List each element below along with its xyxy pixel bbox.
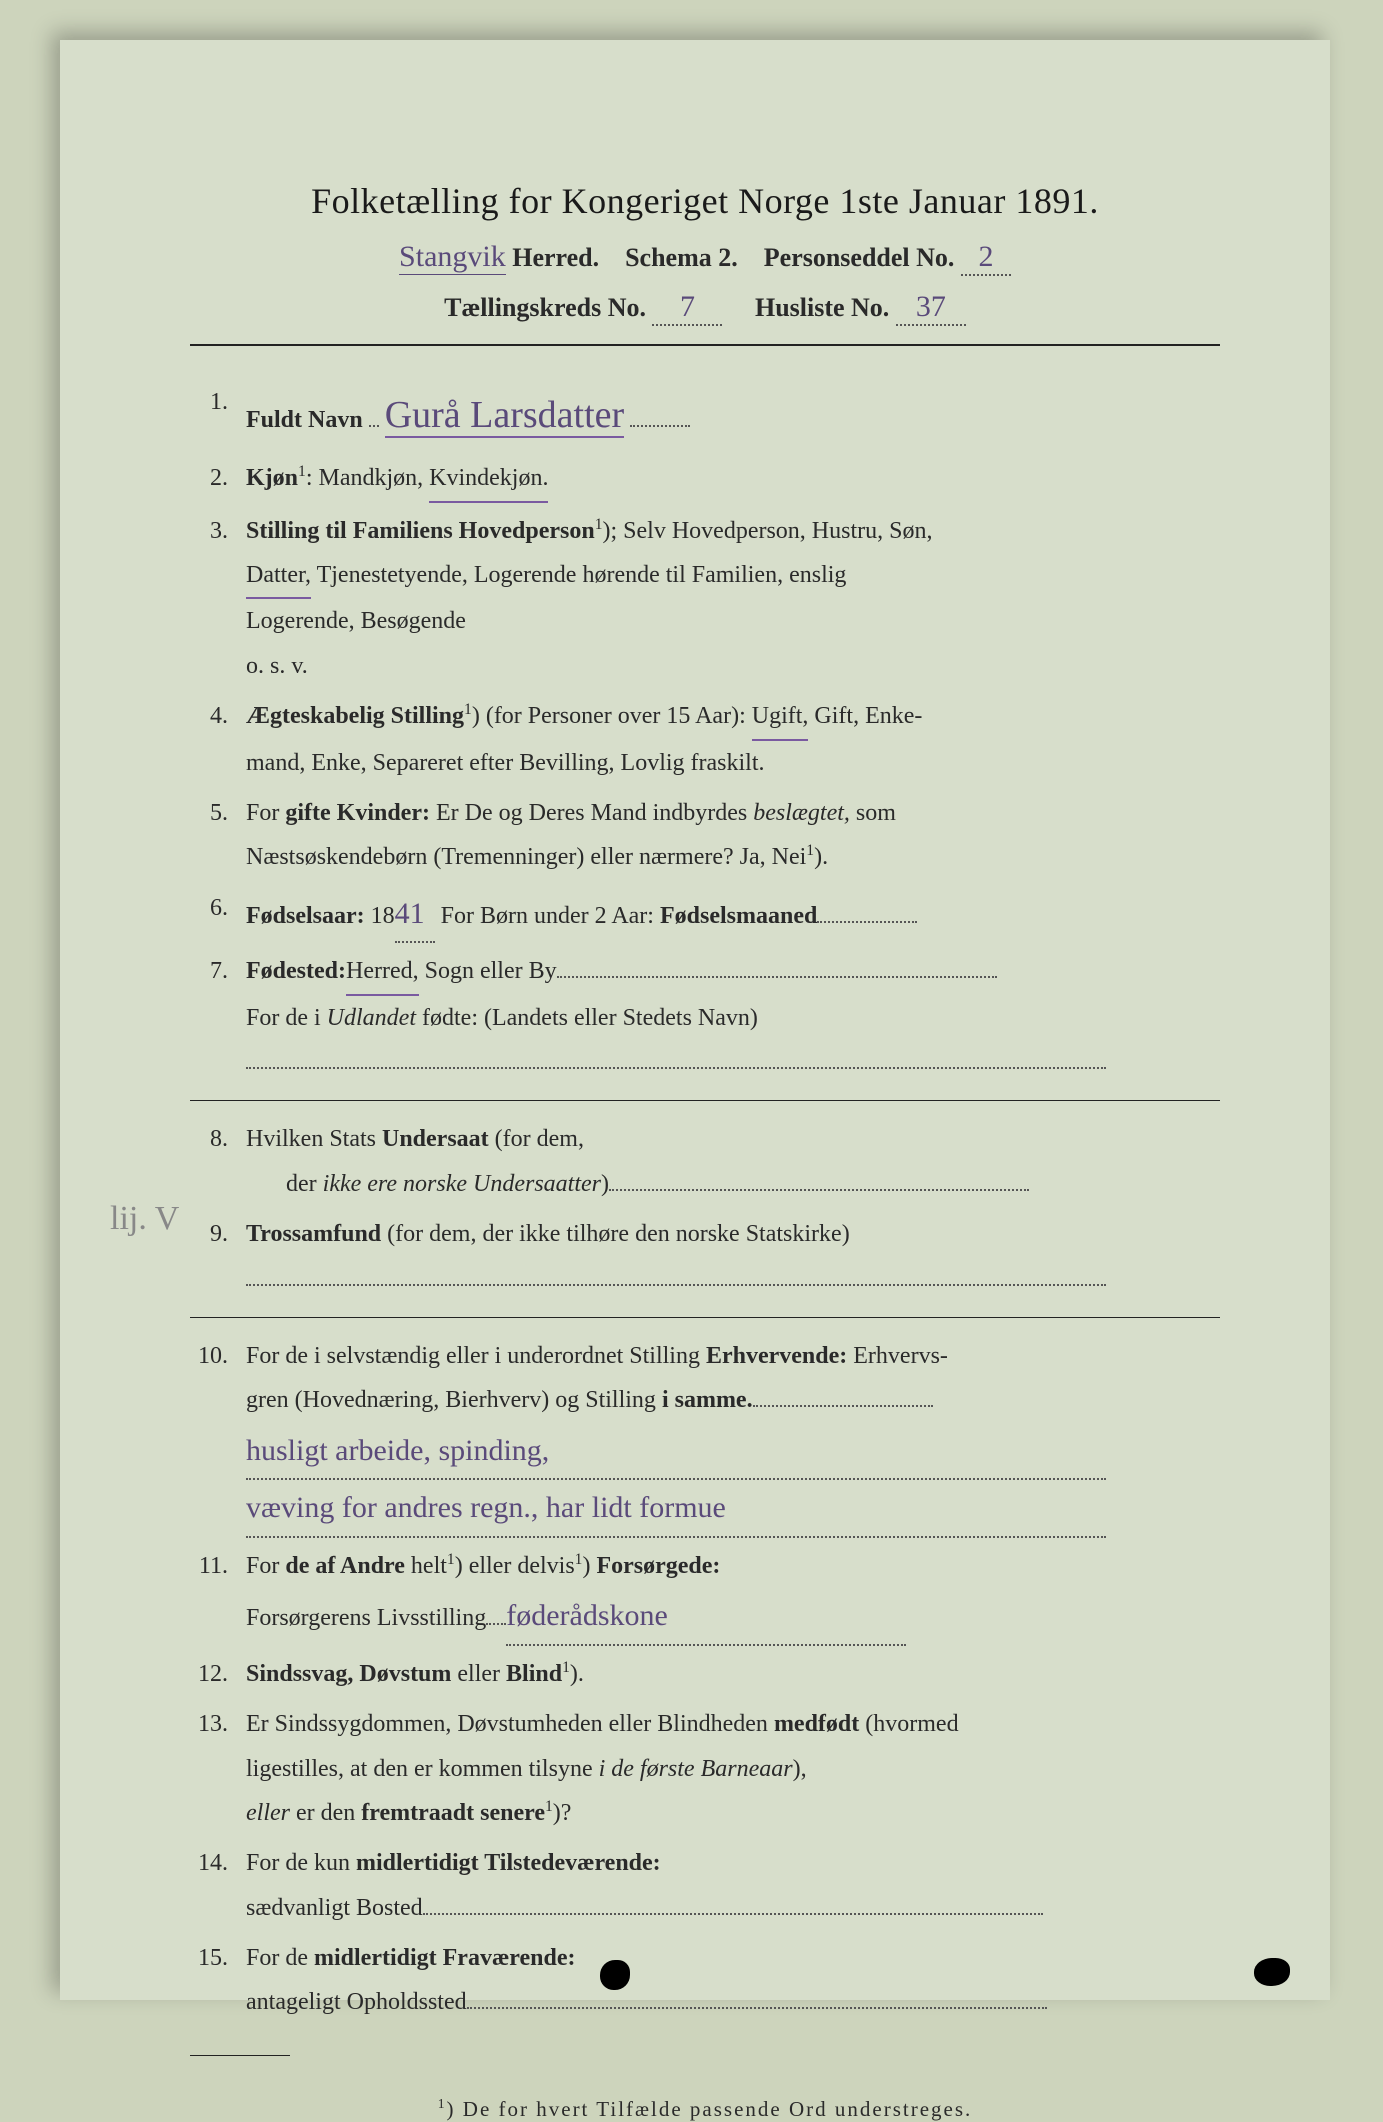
form-header: Folketælling for Kongeriget Norge 1ste J…	[190, 180, 1220, 326]
pencil-annotation: lij. V	[110, 1200, 179, 1238]
field-num: 15.	[190, 1936, 246, 2025]
section-rule-2	[190, 1317, 1220, 1318]
form-fields: 1. Fuldt Navn Gurå Larsdatter 2. Kjøn1: …	[190, 380, 1220, 2025]
field-12: 12. Sindssvag, Døvstum eller Blind1).	[190, 1652, 1220, 1696]
field-num: 11.	[190, 1544, 246, 1646]
field-num: 1.	[190, 380, 246, 450]
field-num: 14.	[190, 1841, 246, 1930]
census-form-page: Folketælling for Kongeriget Norge 1ste J…	[60, 40, 1330, 2000]
personseddel-value: 2	[961, 240, 1011, 276]
header-line-3: Tællingskreds No. 7 Husliste No. 37	[190, 290, 1220, 326]
occupation-line1: husligt arbeide, spinding,	[246, 1423, 1106, 1481]
label-kjon: Kjøn	[246, 465, 298, 491]
husliste-value: 37	[896, 290, 966, 326]
name-value: Gurå Larsdatter	[385, 394, 625, 438]
kjon-selected: Kvindekjøn.	[429, 456, 548, 502]
footnote-rule	[190, 2055, 290, 2056]
field-7: 7. Fødested: Herred, Sogn eller By For d…	[190, 949, 1220, 1084]
field-num: 3.	[190, 509, 246, 689]
occupation-line2: væving for andres regn., har lidt formue	[246, 1480, 1106, 1538]
field-10: 10. For de i selvstændig eller i underor…	[190, 1334, 1220, 1538]
field-14: 14. For de kun midlertidigt Tilstedevære…	[190, 1841, 1220, 1930]
birthplace-selected: Herred,	[346, 949, 419, 995]
field-num: 4.	[190, 694, 246, 785]
krets-label: Tællingskreds No.	[444, 293, 646, 322]
field-num: 7.	[190, 949, 246, 1084]
herred-handwritten: Stangvik	[399, 240, 506, 275]
herred-label: Herred.	[512, 243, 599, 272]
field-13: 13. Er Sindssygdommen, Døvstumheden elle…	[190, 1702, 1220, 1835]
field-11: 11. For de af Andre helt1) eller delvis1…	[190, 1544, 1220, 1646]
field-6: 6. Fødselsaar: 1841 For Børn under 2 Aar…	[190, 886, 1220, 944]
label-aegteskab: Ægteskabelig Stilling	[246, 703, 464, 729]
field-num: 13.	[190, 1702, 246, 1835]
label-fodselsaar: Fødselsaar:	[246, 903, 365, 929]
ink-blot	[600, 1960, 630, 1990]
krets-value: 7	[652, 290, 722, 326]
header-rule	[190, 344, 1220, 346]
label-fodested: Fødested:	[246, 958, 346, 984]
field-1: 1. Fuldt Navn Gurå Larsdatter	[190, 380, 1220, 450]
section-rule-1	[190, 1100, 1220, 1101]
field-8: 8. Hvilken Stats Undersaat (for dem, der…	[190, 1117, 1220, 1206]
label-fuldt-navn: Fuldt Navn	[246, 407, 363, 433]
field-num: 8.	[190, 1117, 246, 1206]
field-num: 6.	[190, 886, 246, 944]
personseddel-label: Personseddel No.	[764, 243, 955, 272]
field-3: 3. Stilling til Familiens Hovedperson1);…	[190, 509, 1220, 689]
field-num: 2.	[190, 456, 246, 502]
stilling-selected: Datter,	[246, 553, 311, 599]
label-stilling: Stilling til Familiens Hovedperson	[246, 518, 595, 544]
birthyear-value: 41	[395, 886, 435, 944]
field-5: 5. For gifte Kvinder: Er De og Deres Man…	[190, 791, 1220, 880]
husliste-label: Husliste No.	[755, 293, 889, 322]
footnote: 1) De for hvert Tilfælde passende Ord un…	[190, 2096, 1220, 2122]
schema-label: Schema 2.	[625, 243, 738, 272]
form-title: Folketælling for Kongeriget Norge 1ste J…	[190, 180, 1220, 222]
field-4: 4. Ægteskabelig Stilling1) (for Personer…	[190, 694, 1220, 785]
field-num: 12.	[190, 1652, 246, 1696]
header-line-2: Stangvik Herred. Schema 2. Personseddel …	[190, 240, 1220, 276]
field-15: 15. For de midlertidigt Fraværende: anta…	[190, 1936, 1220, 2025]
field-num: 5.	[190, 791, 246, 880]
field-9: 9. Trossamfund (for dem, der ikke tilhør…	[190, 1212, 1220, 1301]
provider-value: føderådskone	[506, 1588, 906, 1646]
field-num: 10.	[190, 1334, 246, 1538]
marital-selected: Ugift,	[752, 694, 809, 740]
ink-blot	[1254, 1958, 1290, 1986]
field-num: 9.	[190, 1212, 246, 1301]
field-2: 2. Kjøn1: Mandkjøn, Kvindekjøn.	[190, 456, 1220, 502]
